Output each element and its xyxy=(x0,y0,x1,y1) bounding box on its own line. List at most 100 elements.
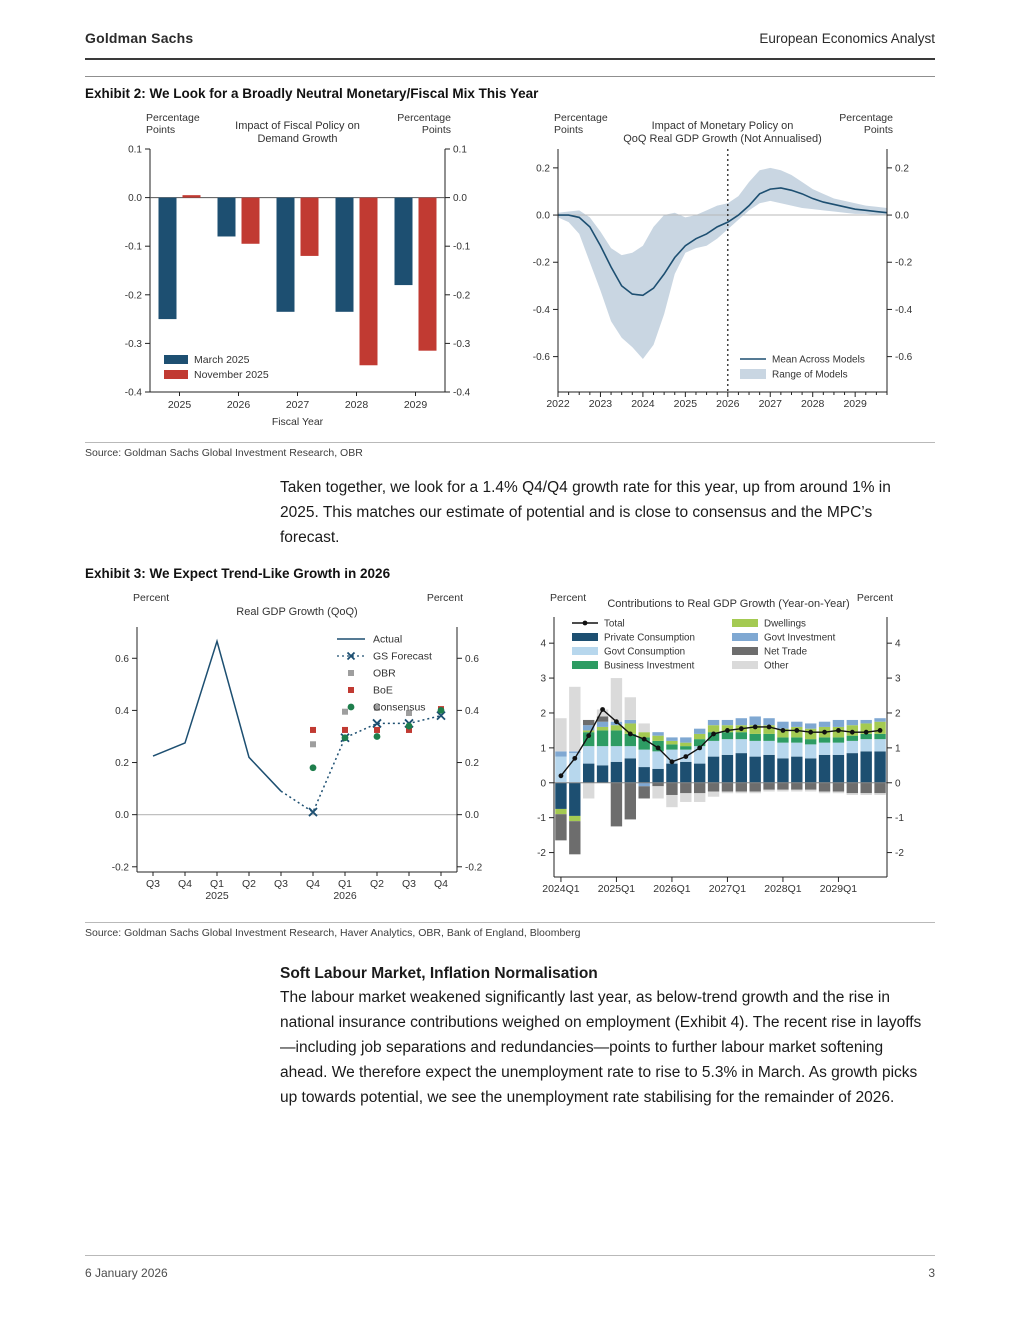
svg-text:Percent: Percent xyxy=(133,592,169,604)
svg-text:0.0: 0.0 xyxy=(536,211,550,222)
svg-text:Percentage: Percentage xyxy=(554,112,608,124)
svg-text:Impact of Fiscal Policy on: Impact of Fiscal Policy on xyxy=(235,120,360,132)
gdp-contributions-chart: Contributions to Real GDP Growth (Year-o… xyxy=(510,587,935,922)
svg-text:2025: 2025 xyxy=(168,399,192,411)
svg-text:Q4: Q4 xyxy=(306,878,320,890)
svg-text:Business Investment: Business Investment xyxy=(604,661,695,672)
svg-text:Points: Points xyxy=(146,124,175,136)
svg-text:0.0: 0.0 xyxy=(465,810,479,821)
svg-text:2028Q1: 2028Q1 xyxy=(764,883,802,895)
svg-text:OBR: OBR xyxy=(373,668,396,680)
svg-text:Contributions to Real GDP Grow: Contributions to Real GDP Growth (Year-o… xyxy=(607,598,849,610)
svg-text:Percent: Percent xyxy=(550,592,586,604)
exhibit3-title: Exhibit 3: We Expect Trend-Like Growth i… xyxy=(85,566,391,581)
svg-text:0.0: 0.0 xyxy=(115,810,129,821)
svg-text:-0.3: -0.3 xyxy=(125,339,143,350)
svg-text:November 2025: November 2025 xyxy=(194,369,269,381)
svg-text:2: 2 xyxy=(540,708,546,719)
svg-text:Range of Models: Range of Models xyxy=(772,370,848,381)
exhibit2-title: Exhibit 2: We Look for a Broadly Neutral… xyxy=(85,86,539,101)
publication-title: European Economics Analyst xyxy=(759,31,935,46)
footer-date: 6 January 2026 xyxy=(85,1266,168,1280)
svg-text:Impact of Monetary Policy on: Impact of Monetary Policy on xyxy=(652,120,794,132)
svg-text:Other: Other xyxy=(764,661,789,672)
svg-text:Points: Points xyxy=(422,124,451,136)
svg-text:0.0: 0.0 xyxy=(895,211,909,222)
svg-text:-0.6: -0.6 xyxy=(533,352,551,363)
svg-text:2026: 2026 xyxy=(227,399,251,411)
svg-text:-0.2: -0.2 xyxy=(895,258,913,269)
svg-text:0.2: 0.2 xyxy=(536,163,550,174)
svg-text:Q3: Q3 xyxy=(274,878,288,890)
svg-text:Percent: Percent xyxy=(857,592,893,604)
svg-text:2026: 2026 xyxy=(716,398,740,410)
svg-text:Demand Growth: Demand Growth xyxy=(257,133,337,145)
contributions-chart-svg: Contributions to Real GDP Growth (Year-o… xyxy=(537,592,904,895)
svg-text:2: 2 xyxy=(895,708,901,719)
svg-text:-0.2: -0.2 xyxy=(453,290,471,301)
monetary-policy-chart: Impact of Monetary Policy on QoQ Real GDP… xyxy=(510,107,935,442)
svg-text:2024: 2024 xyxy=(631,398,655,410)
page-header: Goldman Sachs European Economics Analyst xyxy=(85,0,935,60)
svg-text:1: 1 xyxy=(540,743,546,754)
body-paragraph-2: The labour market weakened significantly… xyxy=(280,989,922,1106)
svg-text:2029Q1: 2029Q1 xyxy=(820,883,858,895)
svg-text:-0.6: -0.6 xyxy=(895,352,913,363)
svg-text:2028: 2028 xyxy=(801,398,825,410)
body-paragraph-1: Taken together, we look for a 1.4% Q4/Q4… xyxy=(280,479,891,546)
exhibit3-source: Source: Goldman Sachs Global Investment … xyxy=(85,927,581,939)
svg-text:Net Trade: Net Trade xyxy=(764,647,808,658)
svg-text:2023: 2023 xyxy=(589,398,613,410)
svg-text:-0.2: -0.2 xyxy=(465,862,483,873)
svg-text:Q4: Q4 xyxy=(178,878,192,890)
svg-text:Consensus: Consensus xyxy=(373,702,426,714)
svg-text:2025: 2025 xyxy=(205,890,229,902)
svg-text:QoQ Real GDP Growth (Not Annua: QoQ Real GDP Growth (Not Annualised) xyxy=(623,133,822,145)
svg-text:Percentage: Percentage xyxy=(397,112,451,124)
svg-text:0: 0 xyxy=(895,778,901,789)
svg-text:Q1: Q1 xyxy=(338,878,352,890)
svg-text:-0.4: -0.4 xyxy=(453,388,471,399)
svg-text:Percentage: Percentage xyxy=(839,112,893,124)
svg-text:2024Q1: 2024Q1 xyxy=(542,883,580,895)
svg-text:Q3: Q3 xyxy=(402,878,416,890)
section-heading: Soft Labour Market, Inflation Normalisat… xyxy=(280,965,598,982)
svg-text:-0.2: -0.2 xyxy=(112,862,130,873)
svg-text:0.1: 0.1 xyxy=(453,145,467,156)
svg-text:Points: Points xyxy=(554,124,583,136)
page-footer: 6 January 2026 3 xyxy=(85,1255,935,1280)
svg-text:3: 3 xyxy=(895,674,901,685)
svg-text:-1: -1 xyxy=(537,813,546,824)
exhibit3-charts-row: Real GDP Growth (QoQ) 0.6 0.6 0.4 0.4 0.2 0.2 0… xyxy=(85,587,935,922)
svg-text:Govt Investment: Govt Investment xyxy=(764,633,836,644)
svg-text:4: 4 xyxy=(540,639,546,650)
svg-text:Q3: Q3 xyxy=(146,878,160,890)
svg-text:3: 3 xyxy=(540,674,546,685)
svg-text:Fiscal Year: Fiscal Year xyxy=(272,416,324,428)
svg-text:2029: 2029 xyxy=(404,399,428,411)
svg-text:0.4: 0.4 xyxy=(465,706,479,717)
svg-text:-0.2: -0.2 xyxy=(533,258,551,269)
svg-text:-0.4: -0.4 xyxy=(533,305,551,316)
svg-text:2028: 2028 xyxy=(345,399,369,411)
svg-text:-2: -2 xyxy=(895,848,904,859)
footer-page-number: 3 xyxy=(928,1266,935,1280)
svg-text:2027: 2027 xyxy=(759,398,783,410)
svg-text:Points: Points xyxy=(864,124,893,136)
svg-text:Q2: Q2 xyxy=(370,878,384,890)
svg-text:Actual: Actual xyxy=(373,634,402,646)
brand-logo-text: Goldman Sachs xyxy=(85,30,194,46)
exhibit2-bottom-rule xyxy=(85,442,935,443)
svg-text:2026: 2026 xyxy=(333,890,357,902)
svg-text:0.2: 0.2 xyxy=(465,758,479,769)
exhibit2-source: Source: Goldman Sachs Global Investment … xyxy=(85,447,363,459)
svg-text:2022: 2022 xyxy=(546,398,570,410)
svg-text:0.1: 0.1 xyxy=(128,145,142,156)
svg-text:1: 1 xyxy=(895,743,901,754)
svg-text:Total: Total xyxy=(604,619,625,630)
svg-text:Percent: Percent xyxy=(427,592,463,604)
svg-text:0.0: 0.0 xyxy=(453,193,467,204)
svg-text:2027: 2027 xyxy=(286,399,310,411)
svg-text:March 2025: March 2025 xyxy=(194,354,250,366)
